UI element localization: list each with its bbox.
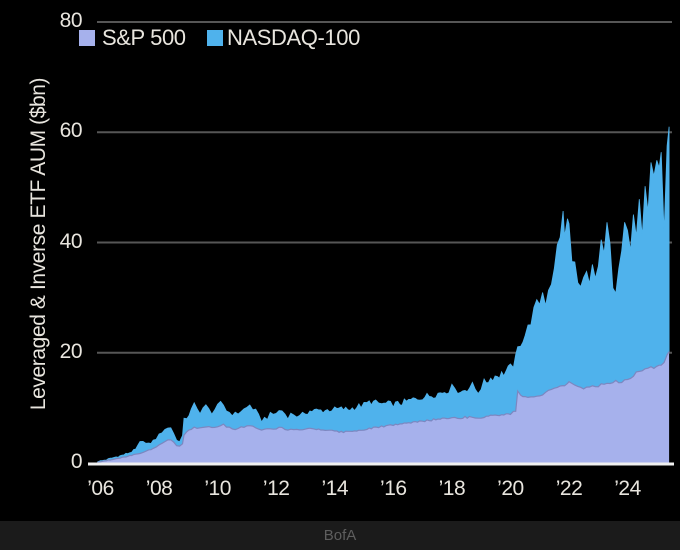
- x-tick-label: ’12: [262, 477, 290, 500]
- legend-label-sp500: S&P 500: [102, 25, 186, 50]
- sp500-area: [97, 351, 670, 463]
- x-tick-label: ’20: [497, 477, 524, 500]
- x-tick-label: ’24: [614, 477, 641, 500]
- sp500-area-edge: [97, 351, 670, 463]
- x-tick-label: ’14: [321, 477, 348, 500]
- legend-label-nasdaq100: NASDAQ-100: [227, 25, 360, 50]
- y-tick-label: 40: [59, 229, 83, 253]
- x-tick-label: ’22: [555, 477, 583, 500]
- legend-swatch-nasdaq100: [207, 30, 223, 46]
- y-tick-label: 0: [70, 450, 83, 473]
- legend-swatch-sp500: [79, 30, 95, 46]
- source-label: BofA: [323, 527, 357, 544]
- y-tick-label: 60: [59, 119, 83, 143]
- area-chart: [88, 21, 674, 466]
- x-tick-label: ’06: [87, 477, 114, 500]
- y-tick-label: 20: [59, 339, 83, 363]
- x-tick-label: ’10: [204, 477, 231, 500]
- x-tick-label: ’08: [145, 477, 173, 500]
- x-tick-label: ’16: [380, 477, 407, 500]
- footer-bar: BofA: [0, 521, 680, 550]
- x-tick-label: ’18: [438, 477, 466, 500]
- y-tick-label: 80: [59, 9, 83, 32]
